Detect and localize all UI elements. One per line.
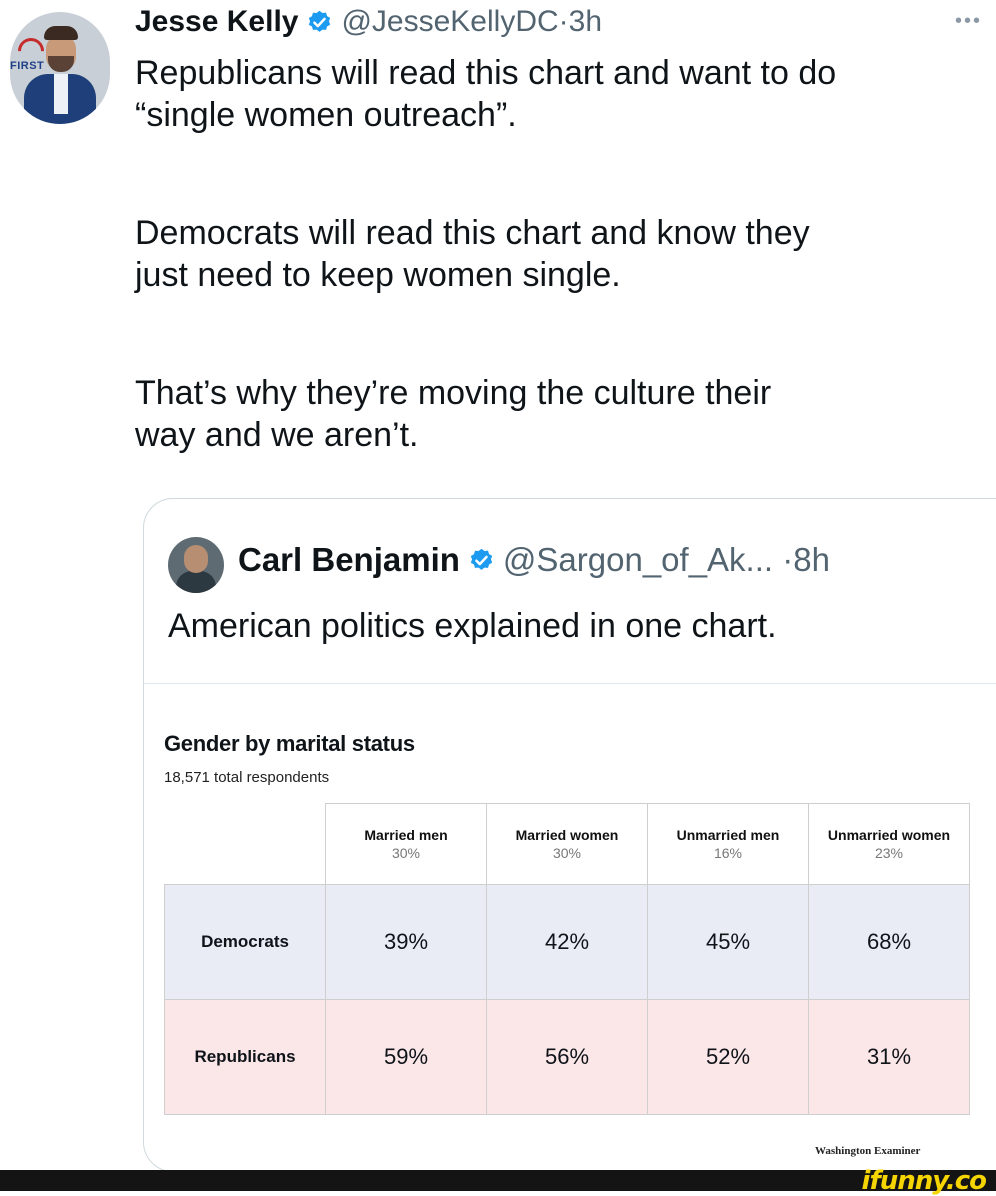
table-corner-cell <box>164 803 326 885</box>
tweet-time[interactable]: 3h <box>568 5 603 38</box>
table-cell: 59% <box>325 999 487 1115</box>
quote-time[interactable]: 8h <box>793 541 830 578</box>
table-row-republicans: Republicans 59% 56% 52% 31% <box>164 999 970 1115</box>
column-header: Married men 30% <box>325 803 487 885</box>
quoted-tweet[interactable]: Carl Benjamin @Sargon_of_Ak... · 8h Amer… <box>143 498 996 1172</box>
table-cell: 31% <box>808 999 970 1115</box>
separator-dot: · <box>773 541 794 578</box>
more-options-icon[interactable]: ••• <box>955 10 983 32</box>
column-header: Unmarried women 23% <box>808 803 970 885</box>
chart-subtitle: 18,571 total respondents <box>164 769 330 786</box>
tweet-header: Jesse Kelly @JesseKellyDC · 3h <box>135 0 602 44</box>
tweet-line: Democrats will read this chart and know … <box>135 214 810 252</box>
quote-header: Carl Benjamin @Sargon_of_Ak... · 8h <box>238 541 830 579</box>
party-by-marital-status-table: Married men 30% Married women 30% Unmarrie… <box>164 803 970 1115</box>
separator-dot: · <box>558 5 569 38</box>
tweet-line: Republicans will read this chart and wan… <box>135 54 837 92</box>
tweet-line: way and we aren’t. <box>135 416 419 454</box>
ifunny-watermark: ifunny.co <box>861 1166 987 1196</box>
row-label: Democrats <box>164 884 326 1000</box>
column-header: Married women 30% <box>486 803 648 885</box>
column-header: Unmarried men 16% <box>647 803 809 885</box>
table-cell: 68% <box>808 884 970 1000</box>
table-cell: 42% <box>486 884 648 1000</box>
quote-author-avatar[interactable] <box>168 537 224 593</box>
verified-badge-icon <box>470 548 493 570</box>
quote-text: American politics explained in one chart… <box>168 607 777 645</box>
table-cell: 56% <box>486 999 648 1115</box>
watermark-bar <box>0 1170 996 1191</box>
verified-badge-icon <box>309 10 331 32</box>
first-logo: FIRST <box>10 32 50 78</box>
tweet-line: just need to keep women single. <box>135 256 621 294</box>
quote-author-handle[interactable]: @Sargon_of_Ak... <box>502 541 774 578</box>
washington-examiner-logo: Washington Examiner <box>815 1145 921 1157</box>
table-cell: 39% <box>325 884 487 1000</box>
tweet-line: “single women outreach”. <box>135 96 517 134</box>
tweet-line: That’s why they’re moving the culture th… <box>135 374 772 412</box>
chart-title: Gender by marital status <box>164 731 415 756</box>
table-row-democrats: Democrats 39% 42% 45% 68% <box>164 884 970 1000</box>
table-cell: 52% <box>647 999 809 1115</box>
quote-author-name[interactable]: Carl Benjamin <box>238 541 460 578</box>
table-header-row: Married men 30% Married women 30% Unmarrie… <box>164 803 970 885</box>
row-label: Republicans <box>164 999 326 1115</box>
divider <box>144 683 996 684</box>
author-avatar[interactable]: FIRST <box>10 12 110 124</box>
author-handle[interactable]: @JesseKellyDC <box>341 5 559 38</box>
tweet-text: Republicans will read this chart and wan… <box>135 52 995 456</box>
table-cell: 45% <box>647 884 809 1000</box>
author-name[interactable]: Jesse Kelly <box>135 5 299 38</box>
